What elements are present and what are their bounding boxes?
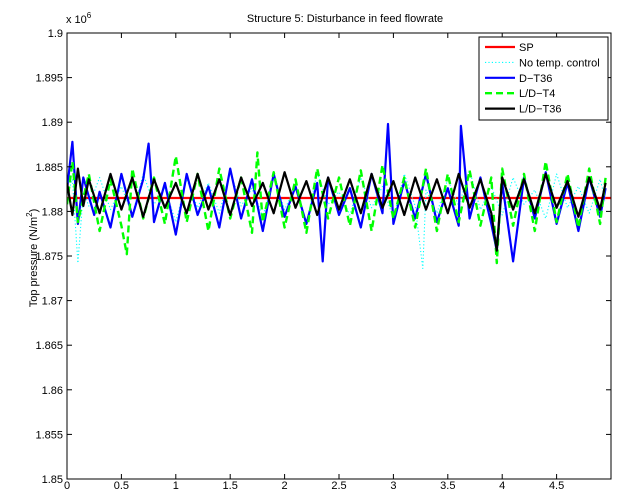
y-multiplier-base: x 10 bbox=[66, 14, 87, 26]
y-tick-label: 1.88 bbox=[42, 206, 63, 218]
y-tick-label: 1.885 bbox=[35, 162, 63, 174]
legend-label-4: L/D−T36 bbox=[519, 104, 562, 116]
y-tick-label: 1.9 bbox=[48, 28, 63, 40]
y-axis-label: Top pressure (N/m2) bbox=[25, 209, 40, 308]
plot-area: 1.85 1.855 1.86 1.865 1.87 1.875 1.88 1.885 1.89… bbox=[35, 28, 612, 489]
x-tick-label: 2 bbox=[282, 480, 288, 489]
y-tick-label: 1.875 bbox=[35, 251, 63, 263]
y-tick-label: 1.895 bbox=[35, 73, 63, 85]
x-tick-label: 3.5 bbox=[440, 480, 455, 489]
legend-label-3: L/D−T4 bbox=[519, 88, 555, 100]
legend-label-0: SP bbox=[519, 42, 534, 54]
y-axis-label-close: ) bbox=[28, 209, 40, 213]
legend-label-1: No temp. control bbox=[519, 57, 600, 69]
x-tick-label: 0.5 bbox=[114, 480, 129, 489]
x-tick-label: 1.5 bbox=[223, 480, 238, 489]
x-tick-label: 4 bbox=[499, 480, 505, 489]
x-tick-label: 3 bbox=[390, 480, 396, 489]
y-axis-label-superscript: 2 bbox=[25, 212, 34, 217]
y-tick-label: 1.865 bbox=[35, 340, 63, 352]
y-tick-label: 1.86 bbox=[42, 385, 63, 397]
y-tick-label: 1.87 bbox=[42, 296, 63, 308]
y-tick-label: 1.89 bbox=[42, 117, 63, 129]
series-line-4 bbox=[67, 167, 607, 252]
chart-title: Structure 5: Disturbance in feed flowrat… bbox=[247, 13, 443, 25]
x-tick-label: 1 bbox=[173, 480, 179, 489]
y-axis-label-main: Top pressure (N/m bbox=[28, 217, 40, 307]
x-tick-label: 0 bbox=[64, 480, 70, 489]
series-line-3 bbox=[67, 151, 607, 265]
y-multiplier-exponent: 6 bbox=[87, 11, 92, 20]
legend-label-2: D−T36 bbox=[519, 73, 552, 85]
x-tick-label: 4.5 bbox=[549, 480, 564, 489]
y-tick-label: 1.85 bbox=[42, 474, 63, 486]
y-multiplier-label: x 106 bbox=[66, 11, 92, 26]
x-tick-label: 2.5 bbox=[331, 480, 346, 489]
y-tick-label: 1.855 bbox=[35, 429, 63, 441]
